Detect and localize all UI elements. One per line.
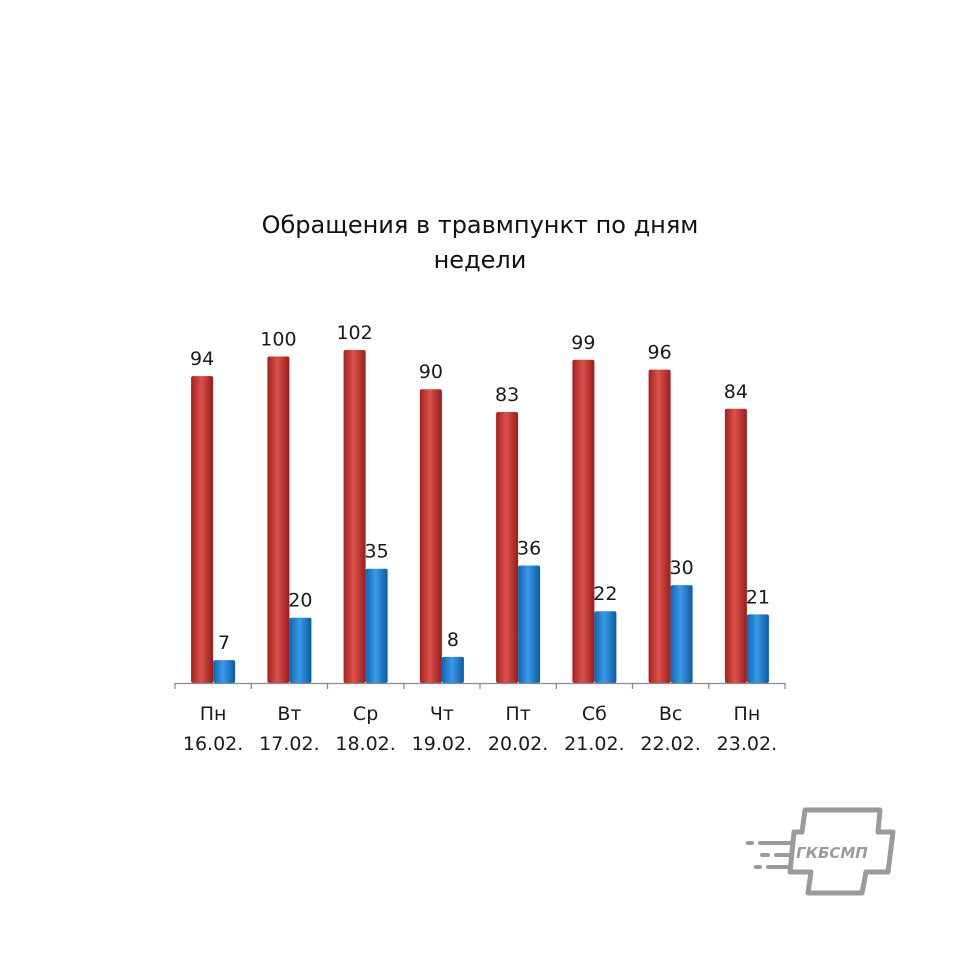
x-axis: Пн 16.02. Вт 17.02. Ср 18.02. Чт 19.02. Пт 20.02.… — [174, 682, 786, 755]
bar-series-1-6 — [572, 359, 595, 683]
bar-series-2-4 — [441, 656, 464, 683]
x-tick-label-date: 20.02. — [488, 733, 548, 755]
x-tick-label-date: 21.02. — [564, 733, 624, 755]
data-label-series-2-7: 30 — [670, 557, 694, 579]
data-label-series-1-4: 90 — [419, 361, 443, 383]
chart-title-line-1: Обращения в травмпункт по дням — [262, 211, 699, 239]
bar-series-2-8 — [746, 614, 769, 683]
bar-series-1-4 — [419, 389, 442, 683]
logo-cross-shape — [787, 807, 896, 896]
bar-series-2-7 — [670, 585, 693, 683]
x-tick-label-day: Вт — [277, 703, 301, 725]
x-tick-label-day: Сб — [582, 703, 607, 725]
x-tick-label-day: Ср — [353, 703, 378, 725]
data-label-series-1-2: 100 — [260, 329, 296, 351]
x-tick-label-date: 19.02. — [412, 733, 472, 755]
data-label-series-2-4: 8 — [447, 629, 459, 651]
x-tick-label-date: 23.02. — [717, 733, 777, 755]
bar-series-1-7 — [648, 369, 671, 683]
data-label-series-1-5: 83 — [495, 384, 519, 406]
data-label-series-1-3: 102 — [336, 322, 372, 344]
data-label-series-2-3: 35 — [365, 541, 389, 563]
x-tick-label-date: 16.02. — [183, 733, 243, 755]
logo-speed-lines — [746, 841, 792, 869]
data-label-series-1-6: 99 — [571, 332, 595, 354]
x-tick-label-day: Чт — [430, 703, 454, 725]
bar-series-1-5 — [496, 412, 519, 683]
data-label-series-2-2: 20 — [288, 590, 312, 612]
data-label-series-1-8: 84 — [724, 381, 748, 403]
x-tick-label-day: Вс — [659, 703, 682, 725]
bar-series-2-6 — [594, 611, 617, 683]
bar-series-2-2 — [289, 617, 312, 683]
bar-series-1-8 — [724, 408, 747, 683]
x-tick-label-date: 17.02. — [259, 733, 319, 755]
bar-series-1-2 — [267, 356, 290, 683]
logo: ГКБСМП — [746, 807, 896, 896]
bar-series-2-5 — [518, 565, 541, 683]
chart-title-line-2: недели — [434, 246, 527, 274]
x-tick-label-date: 18.02. — [335, 733, 395, 755]
logo-text: ГКБСМП — [796, 844, 868, 862]
bars-group: 94 100 102 90 83 99 96 84 7 20 35 8 36 22 30 21 — [190, 322, 770, 683]
bar-series-2-3 — [365, 568, 388, 683]
x-tick-label-day: Пн — [734, 703, 761, 725]
x-tick-label-day: Пт — [505, 703, 530, 725]
bar-series-2-1 — [213, 660, 236, 683]
data-label-series-2-6: 22 — [593, 583, 617, 605]
data-label-series-2-5: 36 — [517, 538, 541, 560]
x-tick-label-date: 22.02. — [640, 733, 700, 755]
bar-series-1-3 — [343, 350, 366, 683]
data-label-series-2-1: 7 — [218, 632, 230, 654]
x-tick-label-day: Пн — [200, 703, 227, 725]
bar-series-1-1 — [191, 376, 214, 683]
data-label-series-1-7: 96 — [648, 342, 672, 364]
data-label-series-1-1: 94 — [190, 348, 214, 370]
data-label-series-2-8: 21 — [746, 586, 770, 608]
